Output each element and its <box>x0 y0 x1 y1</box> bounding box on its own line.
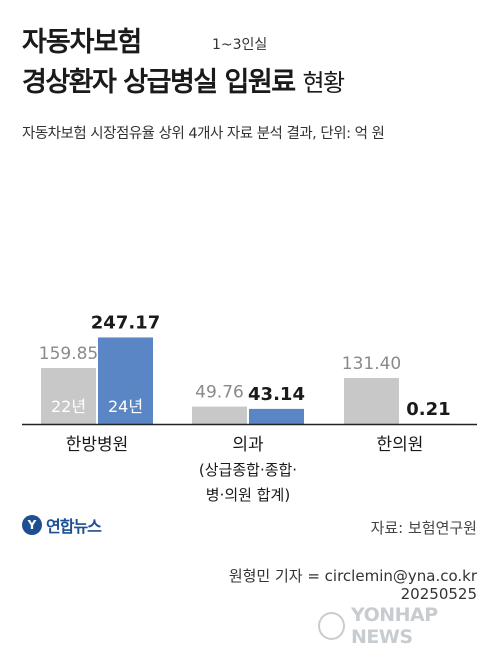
logo-text: 연합뉴스 <box>46 517 102 536</box>
series-label-1: 22년 <box>51 397 86 416</box>
data-label-1-1: 159.85 <box>39 344 98 364</box>
category-label-2-line3: 병·의원 합계) <box>206 486 290 504</box>
watermark-text: YONHAP NEWS <box>351 604 438 648</box>
data-label-2-3: 0.21 <box>406 399 450 420</box>
bar-1-1 <box>41 368 96 424</box>
subtitle: 자동차보험 시장점유율 상위 4개사 자료 분석 결과, 단위: 억 원 <box>22 126 385 142</box>
category-label-1: 한방병원 <box>66 435 129 455</box>
reporter-text: 원형민 기자 = circlemin@yna.co.kr <box>228 567 477 585</box>
data-label-1-2: 49.76 <box>195 383 244 403</box>
yonhap-logo-icon: Y <box>22 515 42 535</box>
bar-1-2 <box>192 406 247 424</box>
bar-chart: 159.85 22년 49.76 131.40 247.17 24년 43.14 0.21 한방… <box>22 312 477 504</box>
category-label-2-line2: (상급종합·종합· <box>199 461 297 479</box>
series-label-2: 24년 <box>108 397 143 416</box>
title-line1: 자동차보험 <box>22 27 142 58</box>
date-text: 20250525 <box>400 585 477 603</box>
title-badge: 1~3인실 <box>212 37 268 53</box>
title-line2: 경상환자 상급병실 입원료 현황 <box>22 60 345 99</box>
data-label-2-1: 247.17 <box>91 312 160 333</box>
title-main: 경상환자 상급병실 입원료 <box>22 67 296 98</box>
watermark-logo-icon <box>318 612 346 640</box>
bar-2-1 <box>98 337 153 424</box>
data-label-1-3: 131.40 <box>342 354 401 374</box>
data-label-2-2: 43.14 <box>248 384 305 405</box>
bar-1-3 <box>344 377 399 424</box>
title-suffix: 현황 <box>302 69 345 97</box>
category-label-2: 의과 <box>232 435 264 455</box>
category-label-3: 한의원 <box>377 435 424 455</box>
watermark: YONHAP NEWS <box>318 604 499 648</box>
bar-2-2 <box>249 408 304 424</box>
source-text: 자료: 보험연구원 <box>370 519 477 537</box>
yonhap-logo: Y 연합뉴스 <box>22 513 102 537</box>
